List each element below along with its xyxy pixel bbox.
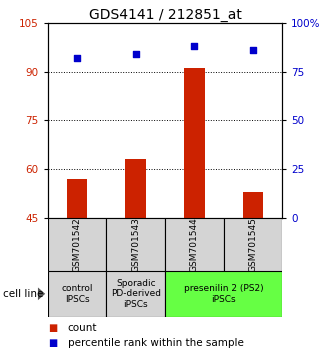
Bar	[184, 68, 205, 218]
Bar	[67, 179, 87, 218]
Bar	[106, 271, 165, 317]
Bar	[48, 218, 106, 271]
Text: control
IPSCs: control IPSCs	[61, 284, 93, 303]
Point	[250, 47, 255, 53]
Text: ■: ■	[48, 338, 57, 348]
Text: percentile rank within the sample: percentile rank within the sample	[68, 338, 244, 348]
Text: Sporadic
PD-derived
iPSCs: Sporadic PD-derived iPSCs	[111, 279, 161, 309]
Bar	[224, 218, 282, 271]
Bar	[106, 218, 165, 271]
Text: cell line: cell line	[3, 289, 44, 299]
Text: GSM701544: GSM701544	[190, 217, 199, 272]
Bar	[48, 271, 106, 317]
Text: presenilin 2 (PS2)
iPSCs: presenilin 2 (PS2) iPSCs	[184, 284, 263, 303]
Bar	[165, 271, 282, 317]
Text: GSM701542: GSM701542	[73, 217, 82, 272]
Bar	[125, 159, 146, 218]
Point	[133, 51, 138, 57]
Text: GSM701543: GSM701543	[131, 217, 140, 272]
Bar	[243, 192, 263, 218]
Text: GSM701545: GSM701545	[248, 217, 257, 272]
Title: GDS4141 / 212851_at: GDS4141 / 212851_at	[88, 8, 242, 22]
Text: count: count	[68, 323, 97, 333]
Point	[75, 55, 80, 61]
Point	[192, 44, 197, 49]
Bar	[165, 218, 224, 271]
Text: ■: ■	[48, 323, 57, 333]
